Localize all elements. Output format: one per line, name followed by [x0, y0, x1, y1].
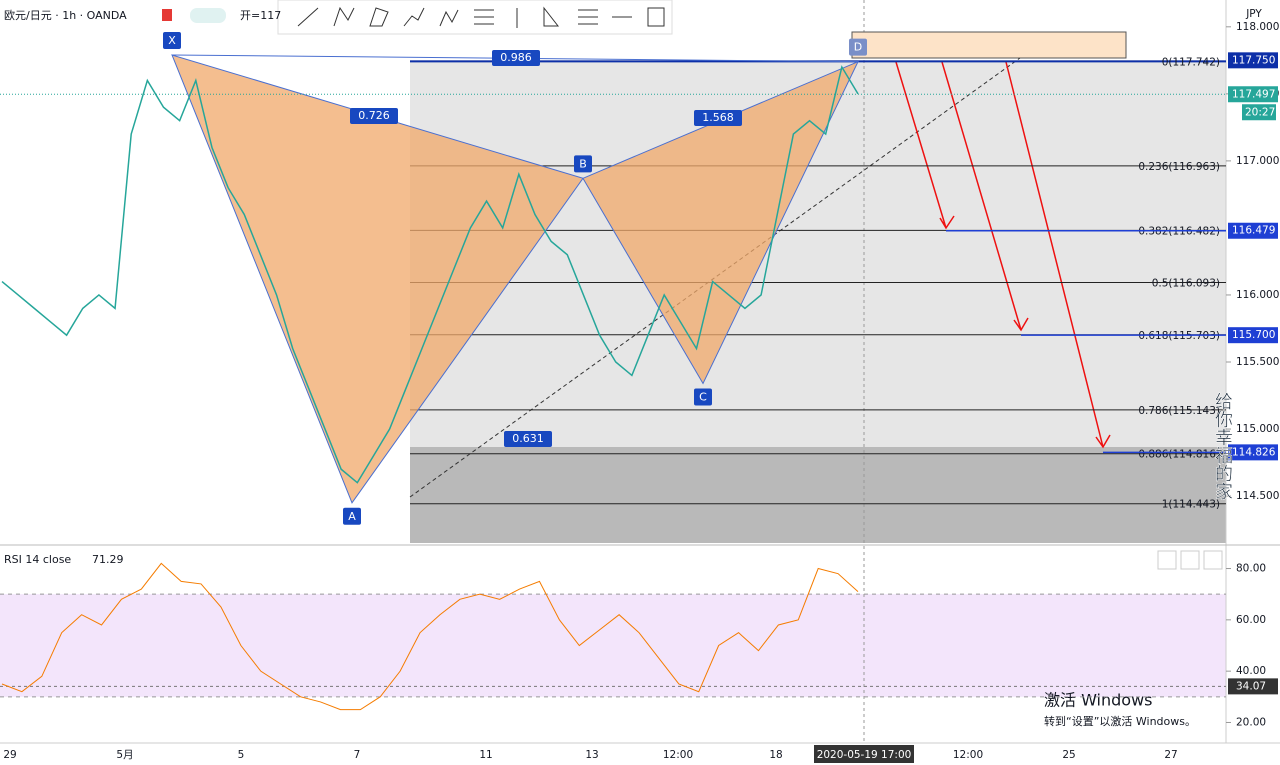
ratio-badge: [350, 108, 398, 124]
time-tick: 5月: [116, 749, 133, 761]
point-label: D: [854, 41, 862, 54]
overlay-text: 给你幸福的家: [1212, 392, 1233, 500]
fib-zone-deep: [410, 447, 1226, 543]
countdown: 20:27: [1245, 106, 1275, 118]
fib-label: 0.786(115.143): [1138, 405, 1220, 417]
point-label: X: [168, 34, 176, 47]
time-tick: 7: [354, 749, 361, 761]
price-tick: 117.000: [1236, 155, 1279, 167]
status-pill: [190, 8, 226, 23]
trend-line: [409, 57, 1021, 498]
ratio-badge: [504, 431, 552, 447]
price-badge-label: 116.479: [1232, 225, 1275, 237]
tool-icons[interactable]: [297, 6, 665, 28]
point-badge: [574, 155, 592, 173]
time-tick: 2020-05-19 17:00: [817, 749, 912, 761]
point-badge: [694, 388, 712, 406]
price-badge-label: 117.497: [1232, 88, 1275, 100]
time-tick: 18: [769, 749, 782, 761]
price-badge-label: 117.750: [1232, 54, 1275, 66]
price-tick: 115.000: [1236, 423, 1279, 435]
price-badge-label: 115.700: [1232, 329, 1275, 341]
flag: [162, 9, 172, 21]
currency: JPY: [1245, 8, 1262, 20]
countdown-badge: [1242, 104, 1276, 121]
price-badge: [1228, 222, 1278, 239]
btn-max[interactable]: [1203, 550, 1223, 570]
time-cursor-badge: [814, 745, 914, 763]
watermark-title: 激活 Windows: [1044, 691, 1153, 710]
ratio-label: 0.986: [500, 51, 532, 64]
toolbar: [277, 0, 673, 35]
watermark-sub: 转到“设置”以激活 Windows。: [1044, 714, 1196, 728]
point-badge: [849, 38, 867, 56]
ratio-badge: [492, 50, 540, 66]
arrow: [941, 61, 1029, 332]
price-badge: [1228, 52, 1278, 69]
time-tick: 5: [238, 749, 245, 761]
time-tick: 11: [479, 749, 492, 761]
cursor-label: 34.07: [1236, 680, 1266, 692]
price-tick: 114.500: [1236, 490, 1279, 502]
rsi-tick: 20.00: [1236, 716, 1266, 728]
point-badge: [343, 507, 361, 525]
time-tick: 27: [1164, 749, 1177, 761]
arrow: [895, 61, 955, 230]
time-tick: 12:00: [663, 749, 693, 761]
rsi-tick: 40.00: [1236, 665, 1266, 677]
fib-label: 0(117.742): [1162, 56, 1220, 68]
rsi-tick: 60.00: [1236, 614, 1266, 626]
price-line: [1, 65, 859, 484]
price-badge: [1228, 327, 1278, 344]
cursor-badge: [1228, 678, 1278, 695]
ratio-label: 0.631: [512, 432, 544, 445]
arrow: [1005, 61, 1111, 449]
price-badge-label: 114.826: [1232, 446, 1276, 458]
rsi-line: [1, 562, 859, 711]
time-tick: 25: [1062, 749, 1075, 761]
time-tick: 29: [3, 749, 16, 761]
ratio-label: 1.568: [702, 111, 734, 124]
price-tick: 118.000: [1236, 21, 1279, 33]
btn-close[interactable]: [1180, 550, 1200, 570]
rsi-value: 71.29: [92, 553, 124, 566]
price-tick: 115.500: [1236, 356, 1279, 368]
fib-label: 0.236(116.963): [1138, 161, 1220, 173]
ratio-badge: [694, 110, 742, 126]
time-tick: 13: [585, 749, 598, 761]
arrows: [895, 61, 1111, 449]
fib-label: 0.886(114.816): [1138, 449, 1220, 461]
fib-label: 0.5(116.093): [1152, 277, 1220, 289]
rsi-band: [0, 594, 1226, 697]
point-label: B: [579, 157, 587, 170]
price-badge: [1228, 86, 1278, 103]
point-label: A: [348, 510, 356, 523]
rsi-title: RSI 14 close: [4, 553, 71, 566]
pane-controls[interactable]: [1157, 550, 1223, 570]
price-tick: 116.000: [1236, 289, 1279, 301]
time-tick: 12:00: [953, 749, 983, 761]
rsi-tick: 80.00: [1236, 563, 1266, 575]
btn-up[interactable]: [1157, 550, 1177, 570]
point-badge: [163, 31, 181, 49]
open-price: 开=117: [240, 9, 281, 22]
fib-label: 1(114.443): [1162, 499, 1220, 511]
ratio-label: 0.726: [358, 109, 390, 122]
price-badge: [1228, 444, 1278, 461]
target-box: [851, 31, 1127, 59]
symbol: 欧元/日元 · 1h · OANDA: [4, 9, 127, 22]
point-label: C: [699, 390, 707, 403]
